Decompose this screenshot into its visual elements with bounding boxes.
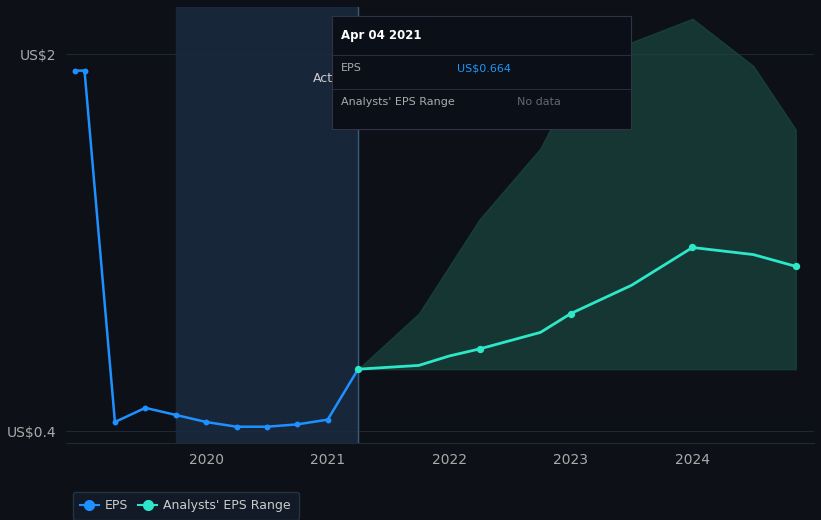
Point — [139, 404, 152, 412]
Point — [108, 418, 122, 426]
Bar — [176, 7, 358, 443]
Point — [68, 67, 81, 75]
Point — [78, 67, 91, 75]
Point — [169, 411, 182, 419]
Point — [230, 423, 243, 431]
Point — [200, 418, 213, 426]
Point — [291, 420, 304, 428]
Legend: EPS, Analysts' EPS Range: EPS, Analysts' EPS Range — [72, 492, 299, 520]
Point — [260, 423, 273, 431]
Point — [564, 309, 577, 318]
Text: Analysts Forecasts: Analysts Forecasts — [365, 72, 480, 85]
Point — [351, 365, 365, 373]
Point — [321, 415, 334, 424]
Text: Actual: Actual — [313, 72, 352, 85]
Point — [473, 345, 486, 353]
Point — [789, 262, 802, 270]
Point — [686, 243, 699, 252]
Point — [351, 365, 365, 373]
